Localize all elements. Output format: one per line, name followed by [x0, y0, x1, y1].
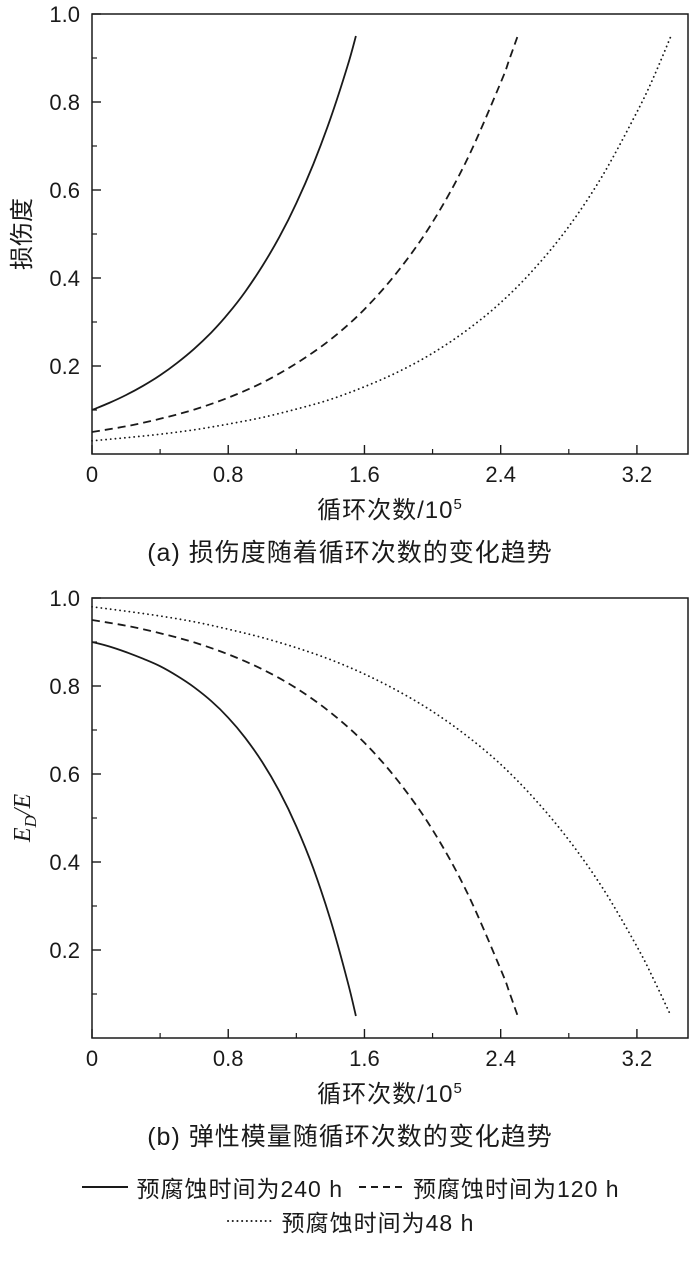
y-tick-label: 0.2: [49, 354, 80, 379]
x-tick-label: 0.8: [213, 462, 244, 487]
x-tick-label: 0: [86, 462, 98, 487]
y-tick-label: 0.6: [49, 762, 80, 787]
plot-frame: [91, 597, 689, 1039]
legend-row: 预腐蚀时间为48 h: [0, 1204, 700, 1238]
label-part: 5: [453, 1080, 463, 1097]
legend-label: 预腐蚀时间为240 h: [136, 1176, 343, 1202]
legend-item-dashed: 预腐蚀时间为120 h: [357, 1170, 620, 1204]
plot-frame: [91, 13, 689, 455]
y-axis-label: 损伤度: [9, 198, 36, 270]
figure-panel: 0 0.8 1.6 2.4 3.2 0.2 0.4 0.6 0.8 1.0 损伤度 循环次数/105…: [0, 2, 700, 1238]
y-axis-label: ED/E: [10, 794, 40, 844]
chart-b-xlabel: 循环次数/105: [92, 1080, 688, 1110]
y-tick-label: 0.4: [49, 850, 80, 875]
curve-solid: [91, 35, 357, 411]
chart-a-caption: (a) 损伤度随着循环次数的变化趋势: [147, 539, 553, 567]
dotted-line-sample: [226, 1220, 275, 1222]
x-tick-label: 3.2: [622, 462, 653, 487]
y-tick-label: 0.6: [49, 178, 80, 203]
chart-a-block: 0 0.8 1.6 2.4 3.2 0.2 0.4 0.6 0.8 1.0 损伤度 循环次数/105…: [0, 2, 700, 568]
chart-b-block: 0 0.8 1.6 2.4 3.2 0.2 0.4 0.6 0.8 1.0 ED/E 循环次数/10…: [0, 586, 700, 1152]
legend-item-solid: 预腐蚀时间为240 h: [80, 1170, 343, 1204]
legend-item-dotted: 预腐蚀时间为48 h: [226, 1204, 475, 1238]
dashed-line-sample: [359, 1186, 405, 1188]
y-tick-label: 1.0: [49, 586, 80, 611]
chart-a-plot: 0 0.8 1.6 2.4 3.2 0.2 0.4 0.6 0.8 1.0 损伤度: [9, 2, 689, 487]
legend-row: 预腐蚀时间为240 h 预腐蚀时间为120 h: [0, 1170, 700, 1204]
chart-b-caption: (b) 弹性模量随循环次数的变化趋势: [147, 1123, 553, 1151]
curve-dotted: [91, 605, 672, 1017]
label-part: 5: [453, 496, 463, 513]
curve-dotted: [91, 35, 672, 442]
x-tick-label: 0: [86, 1046, 98, 1071]
curve-solid: [91, 641, 357, 1017]
legend-label: 预腐蚀时间为48 h: [281, 1210, 475, 1236]
x-tick-label: 3.2: [622, 1046, 653, 1071]
x-tick-label: 2.4: [485, 462, 516, 487]
label-part: 循环次数/10: [317, 497, 454, 524]
y-tick-label: 0.8: [49, 90, 80, 115]
y-tick-label: 1.0: [49, 2, 80, 27]
y-tick-label: 0.2: [49, 938, 80, 963]
x-tick-label: 2.4: [485, 1046, 516, 1071]
label-part: 循环次数/10: [317, 1081, 454, 1108]
legend-label: 预腐蚀时间为120 h: [413, 1176, 620, 1202]
curve-dashed: [91, 35, 519, 433]
x-tick-label: 0.8: [213, 1046, 244, 1071]
chart-b-plot: 0 0.8 1.6 2.4 3.2 0.2 0.4 0.6 0.8 1.0 ED/E: [10, 586, 689, 1071]
chart-a-xlabel: 循环次数/105: [92, 496, 688, 526]
x-tick-label: 1.6: [349, 1046, 380, 1071]
x-tick-label: 1.6: [349, 462, 380, 487]
y-tick-label: 0.8: [49, 674, 80, 699]
y-tick-label: 0.4: [49, 266, 80, 291]
solid-line-sample: [82, 1186, 129, 1188]
legend: 预腐蚀时间为240 h 预腐蚀时间为120 h 预腐蚀时间为48 h: [0, 1170, 700, 1238]
curve-dashed: [91, 619, 519, 1017]
